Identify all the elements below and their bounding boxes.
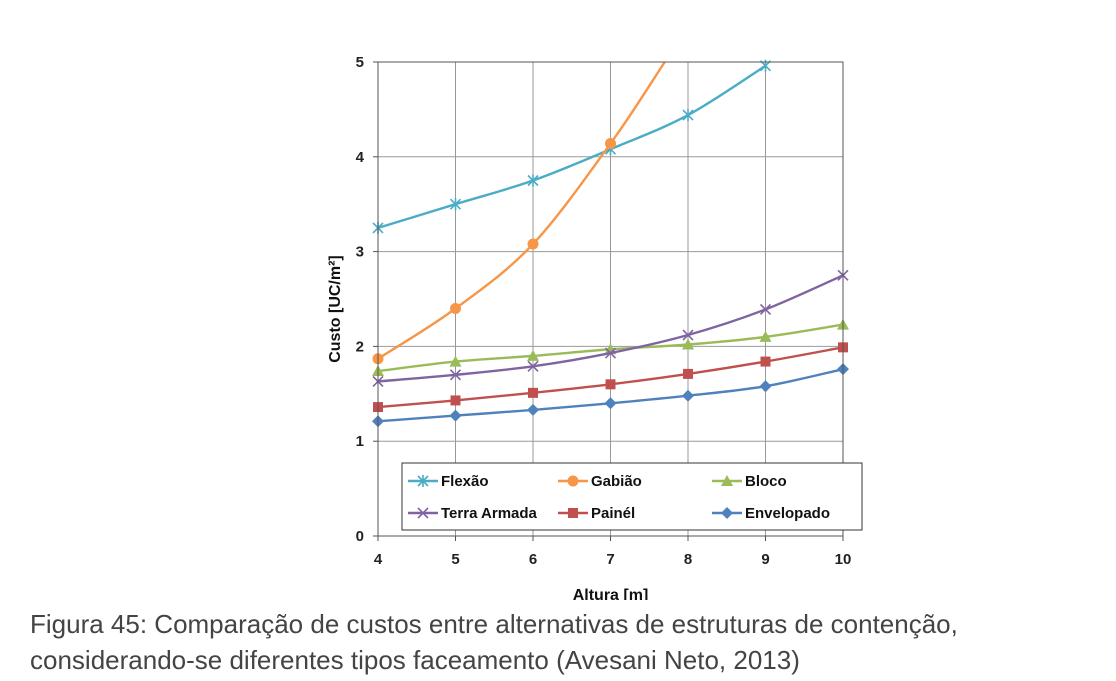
y-tick-label: 3	[356, 244, 364, 261]
data-point	[527, 360, 539, 372]
data-point	[450, 302, 461, 314]
legend-item: Envelopado	[712, 505, 830, 522]
data-point	[760, 356, 771, 367]
data-point	[417, 475, 429, 487]
data-point	[417, 507, 429, 519]
legend-label: Bloco	[745, 473, 787, 490]
x-tick-label: 10	[835, 551, 852, 568]
y-tick-label: 0	[356, 528, 364, 545]
data-point	[605, 379, 616, 390]
data-point	[604, 347, 617, 359]
x-tick-label: 8	[684, 551, 692, 568]
x-axis-title: Altura [m]	[573, 587, 649, 600]
legend-label: Painél	[591, 505, 635, 522]
data-point	[449, 369, 462, 381]
data-point	[605, 138, 616, 150]
data-point	[759, 380, 772, 393]
series-gabião	[372, 61, 666, 365]
x-tick-label: 7	[606, 551, 614, 568]
legend-label: Terra Armada	[441, 505, 538, 522]
y-tick-label: 1	[356, 433, 364, 450]
data-point	[759, 330, 772, 342]
legend-label: Flexão	[441, 473, 489, 490]
data-point	[527, 349, 539, 361]
legend-box	[401, 462, 863, 531]
y-tick-label: 5	[356, 54, 364, 71]
data-point	[682, 109, 694, 122]
data-point	[759, 303, 772, 315]
caption-line-1: Figura 45: Comparação de custos entre al…	[30, 609, 958, 639]
x-tick-label: 4	[374, 551, 383, 568]
data-point	[528, 387, 538, 398]
series-layer	[372, 59, 849, 428]
series-line	[377, 61, 666, 360]
y-tick-label: 2	[356, 338, 364, 355]
legend-item: Bloco	[712, 473, 787, 490]
legend-item: Painél	[558, 505, 635, 522]
data-point	[682, 329, 694, 341]
series-flexão	[372, 59, 772, 234]
data-point	[450, 395, 461, 406]
data-point	[682, 389, 694, 402]
legend-item: Terra Armada	[408, 505, 538, 522]
legend-label: Gabião	[591, 473, 642, 490]
y-tick-label: 4	[356, 149, 365, 166]
data-point	[568, 508, 578, 518]
x-tick-label: 9	[761, 551, 769, 568]
caption-line-2: considerando-se diferentes tipos faceame…	[30, 645, 800, 675]
data-point	[527, 174, 539, 187]
legend-label: Envelopado	[745, 505, 830, 522]
x-tick-label: 5	[451, 551, 459, 568]
data-point	[604, 397, 617, 410]
axis-ticks: 4 5 6 7 8 9 10 0 1 2 3 4 5	[356, 54, 852, 568]
data-point	[567, 475, 579, 487]
legend: Flexão Gabião Bloco Terra Armada Painél Envel…	[401, 462, 863, 531]
figure-caption: Figura 45: Comparação de custos entre al…	[30, 606, 1100, 678]
data-point	[527, 403, 539, 416]
data-point	[721, 475, 733, 486]
series-line	[377, 64, 767, 230]
data-point	[683, 368, 693, 379]
data-point	[721, 507, 733, 519]
data-point	[449, 409, 462, 422]
x-tick-label: 6	[529, 551, 537, 568]
legend-item: Gabião	[558, 473, 642, 490]
data-point	[449, 355, 462, 367]
y-axis-title: Custo [UC/m²]	[327, 255, 344, 363]
data-point	[527, 238, 539, 250]
legend-item: Flexão	[408, 473, 489, 490]
data-point	[682, 338, 694, 350]
data-point	[449, 198, 462, 211]
